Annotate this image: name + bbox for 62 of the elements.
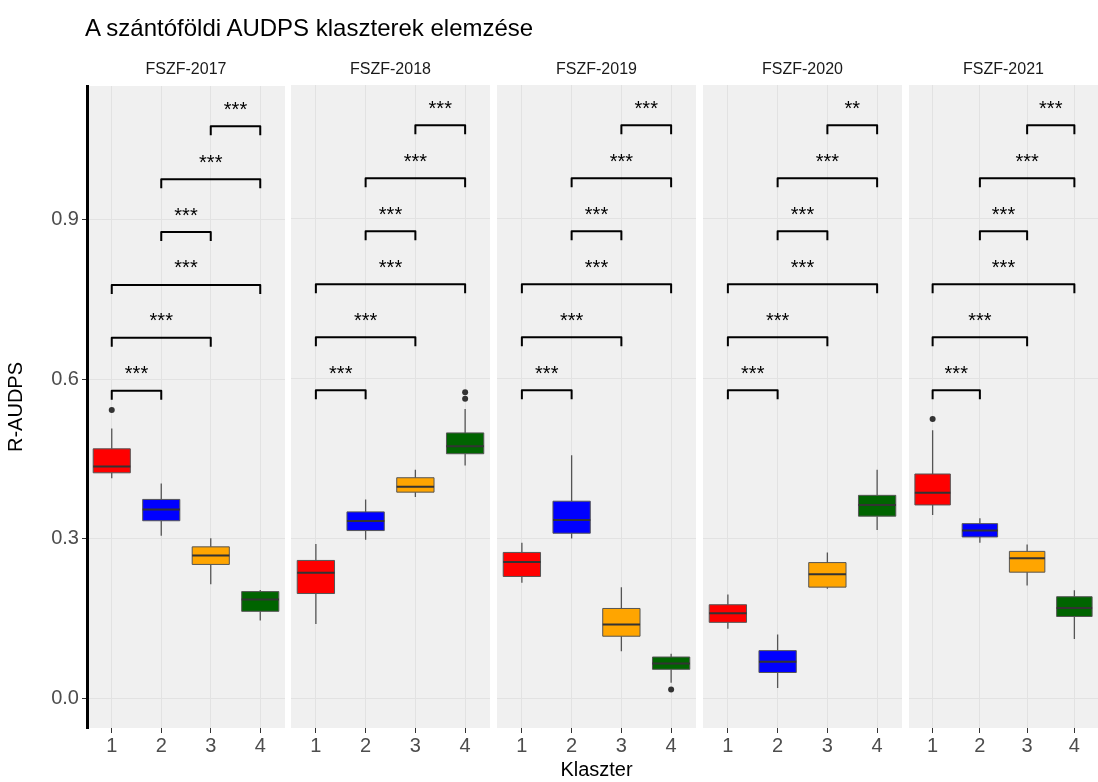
annotation: *** xyxy=(559,308,584,331)
x-tick-label: 1 xyxy=(310,733,322,756)
x-tick-label: 4 xyxy=(665,733,677,756)
x-tick-label: 1 xyxy=(722,733,734,756)
chart-subtitle: FSZF-2018 xyxy=(349,60,432,78)
annotation: *** xyxy=(991,255,1016,278)
annotation: *** xyxy=(378,202,403,225)
x-tick-label: 1 xyxy=(927,733,939,756)
chart-subtitle: FSZF-2020 xyxy=(761,60,844,78)
annotation: *** xyxy=(991,202,1016,225)
annotation: *** xyxy=(124,362,149,385)
annotation: *** xyxy=(428,96,453,119)
x-tick-label: 3 xyxy=(205,733,217,756)
annotation: *** xyxy=(1015,149,1040,172)
x-tick-label: 4 xyxy=(1068,733,1080,756)
annotation: ** xyxy=(844,96,861,119)
annotation: *** xyxy=(535,361,559,384)
y-tick-label: 0.0 xyxy=(51,686,79,709)
x-tick-label: 2 xyxy=(772,733,784,756)
annotation: *** xyxy=(584,202,609,225)
x-axis-title: Klaszter xyxy=(560,757,633,780)
x-tick-label: 3 xyxy=(1021,733,1033,756)
x-tick-label: 2 xyxy=(566,733,578,756)
annotation: *** xyxy=(174,203,198,226)
chart-subtitle: FSZF-2019 xyxy=(555,60,638,78)
x-tick-label: 1 xyxy=(516,733,528,756)
x-tick-label: 2 xyxy=(360,733,372,756)
x-tick-label: 2 xyxy=(155,733,167,756)
annotation: *** xyxy=(174,256,198,279)
annotation: *** xyxy=(353,308,378,331)
annotation: *** xyxy=(329,361,353,384)
x-tick-label: 1 xyxy=(106,733,118,756)
y-tick-label: 0.6 xyxy=(51,366,79,389)
x-tick-label: 4 xyxy=(871,733,883,756)
annotation: *** xyxy=(609,149,634,172)
annotation: *** xyxy=(968,308,992,331)
y-axis-title: R-AUDPS xyxy=(3,361,26,453)
annotation: *** xyxy=(741,361,765,384)
annotation: *** xyxy=(765,308,790,331)
x-tick-label: 3 xyxy=(821,733,833,756)
x-tick-label: 2 xyxy=(974,733,986,756)
chart-subtitle: FSZF-2017 xyxy=(144,60,228,78)
annotation: *** xyxy=(790,202,815,225)
annotation: *** xyxy=(199,150,223,173)
annotation: *** xyxy=(944,361,969,384)
annotation: *** xyxy=(584,255,609,278)
x-tick-label: 3 xyxy=(615,733,627,756)
annotation: *** xyxy=(815,149,840,172)
y-tick-label: 0.9 xyxy=(51,206,79,229)
x-tick-label: 3 xyxy=(409,733,421,756)
x-tick-label: 4 xyxy=(254,733,266,756)
annotation: *** xyxy=(403,149,428,172)
annotation: *** xyxy=(634,96,659,119)
chart-subtitle: FSZF-2021 xyxy=(962,60,1045,78)
annotation: *** xyxy=(149,309,174,332)
annotation: *** xyxy=(790,255,815,278)
annotation: *** xyxy=(223,97,248,120)
y-tick-label: 0.3 xyxy=(51,526,79,549)
x-tick-label: 4 xyxy=(459,733,471,756)
annotation: *** xyxy=(378,255,403,278)
annotation: *** xyxy=(1039,96,1063,119)
chart-title: A szántóföldi AUDPS klaszterek elemzése xyxy=(85,14,534,42)
